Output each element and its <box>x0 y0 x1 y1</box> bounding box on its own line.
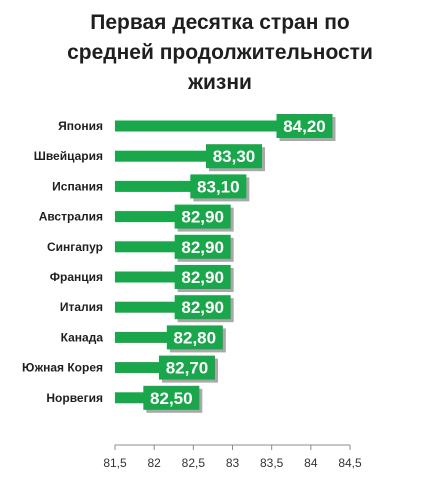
category-label: Япония <box>58 119 103 133</box>
data-label-box <box>206 144 262 169</box>
data-label: 82,90 <box>181 298 224 317</box>
chart-title: Первая десятка стран по средней продолжи… <box>67 11 373 94</box>
bar <box>115 331 217 343</box>
data-label: 82,80 <box>174 328 217 347</box>
data-label: 82,70 <box>166 359 209 378</box>
category-label: Италия <box>60 300 103 314</box>
bar <box>115 211 225 223</box>
data-label: 82,50 <box>150 389 193 408</box>
category-label: Канада <box>61 330 104 344</box>
data-label-box <box>276 114 333 138</box>
category-label: Южная Корея <box>22 361 103 375</box>
bar <box>115 150 256 162</box>
data-label-box <box>174 234 231 259</box>
data-label: 83,30 <box>213 147 256 166</box>
category-label: Испания <box>52 179 103 193</box>
bar <box>115 241 225 253</box>
x-tick-label: 84,5 <box>338 456 362 470</box>
category-label: Швейцария <box>34 149 103 163</box>
bar <box>115 301 225 313</box>
data-label-box <box>174 295 231 320</box>
category-label: Франция <box>50 270 103 284</box>
data-label-box <box>174 265 231 289</box>
data-label: 84,20 <box>283 117 326 136</box>
data-label-box <box>159 355 215 380</box>
x-tick-label: 81,5 <box>103 456 127 470</box>
data-label-box <box>143 385 200 410</box>
bar <box>115 180 241 192</box>
data-label: 83,10 <box>197 177 240 196</box>
x-tick-label: 82 <box>147 456 161 470</box>
bar <box>115 120 327 132</box>
data-label-box <box>174 204 231 229</box>
x-tick-label: 82,5 <box>182 456 206 470</box>
category-label: Норвегия <box>46 391 103 405</box>
bar <box>115 271 225 283</box>
data-label-box <box>166 325 223 350</box>
x-tick-label: 83,5 <box>260 456 284 470</box>
data-label-box <box>190 174 247 199</box>
x-tick-label: 83 <box>226 456 240 470</box>
data-label: 82,90 <box>181 268 224 287</box>
data-label: 82,90 <box>181 238 224 257</box>
x-tick-label: 84 <box>304 456 318 470</box>
category-label: Австралия <box>39 210 103 224</box>
category-label: Сингапур <box>47 240 103 254</box>
data-label: 82,90 <box>181 208 224 227</box>
